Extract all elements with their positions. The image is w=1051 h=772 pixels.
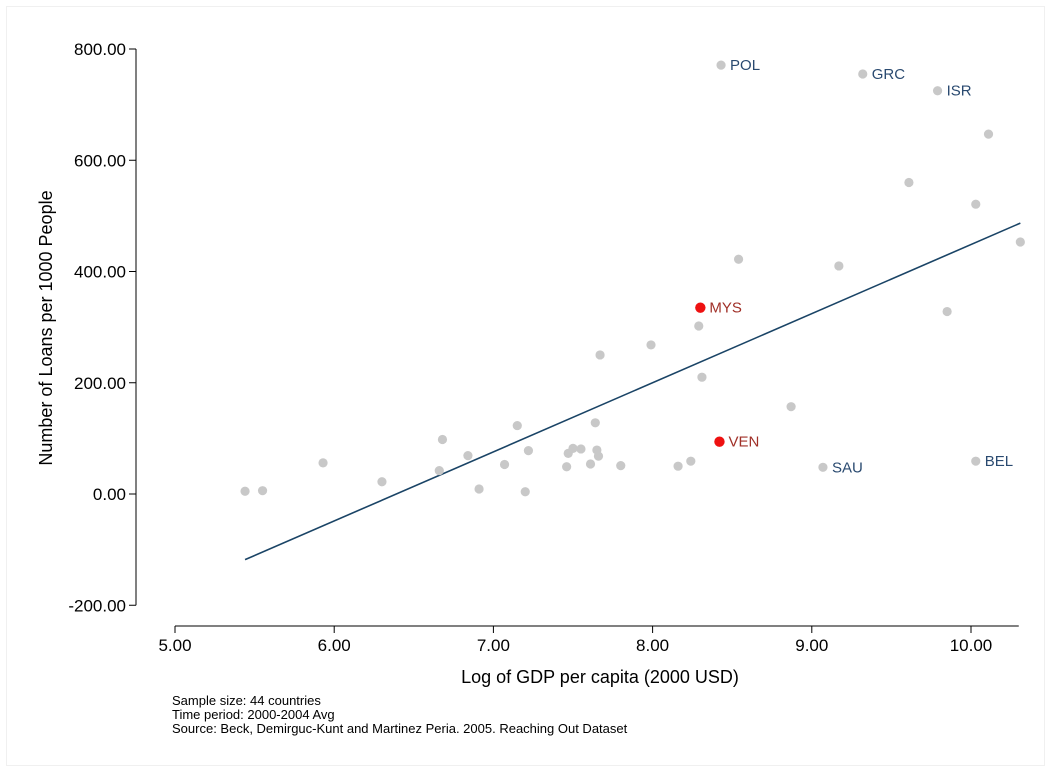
data-point (562, 462, 572, 472)
fit-line (244, 222, 1021, 561)
fit-line-group (244, 222, 1021, 561)
point-label-bel: BEL (985, 453, 1013, 470)
x-tick-label: 7.00 (477, 636, 510, 655)
x-tick-label: 8.00 (636, 636, 669, 655)
point-labels-group: POL GRC ISR SAU BEL MYS VEN (709, 57, 1013, 476)
point-label-grc: GRC (872, 66, 906, 83)
data-point (786, 402, 796, 412)
x-tick-label: 5.00 (158, 636, 191, 655)
data-point (257, 486, 268, 496)
chart-frame (6, 6, 1045, 766)
data-point (434, 466, 444, 476)
x-tick-label: 6.00 (318, 636, 351, 655)
data-point (499, 459, 510, 470)
point-label-pol: POL (730, 57, 760, 74)
data-point (697, 372, 707, 382)
x-axis-title: Log of GDP per capita (2000 USD) (461, 667, 739, 687)
data-point (971, 199, 981, 209)
x-tick-label: 9.00 (795, 636, 828, 655)
data-point (694, 321, 704, 331)
data-point (716, 60, 726, 70)
data-point (858, 69, 868, 79)
data-point (318, 458, 328, 468)
points-group (240, 60, 1025, 497)
data-point (673, 461, 683, 471)
point-label-ven: VEN (728, 434, 759, 451)
data-point (463, 451, 473, 461)
point-label-mys: MYS (709, 300, 742, 317)
data-point (523, 446, 534, 456)
y-tick-label: 400.00 (74, 263, 126, 282)
data-point (904, 177, 914, 188)
data-point (686, 456, 696, 466)
data-point (520, 487, 530, 497)
note-source: Source: Beck, Demirguc-Kunt and Martinez… (172, 721, 628, 736)
data-point (646, 340, 656, 350)
y-tick-label: 600.00 (74, 151, 126, 170)
x-tick-label: 10.00 (950, 636, 993, 655)
data-point (568, 443, 578, 453)
y-tick-label: 200.00 (74, 374, 126, 393)
data-point (512, 420, 522, 431)
data-point (240, 486, 250, 496)
data-point (576, 444, 586, 454)
y-axis-title: Number of Loans per 1000 People (36, 190, 56, 465)
note-sample-size: Sample size: 44 countries (172, 693, 321, 708)
data-point (595, 350, 605, 360)
chart-notes: Sample size: 44 countries Time period: 2… (172, 694, 627, 736)
point-label-sau: SAU (832, 459, 863, 476)
data-point (437, 434, 448, 445)
y-tick-label: 800.00 (74, 40, 126, 59)
axes: -200.00 0.00 200.00 400.00 600.00 800.00 5.00 6… (68, 40, 1019, 655)
data-point (590, 418, 600, 428)
note-time-period: Time period: 2000-2004 Avg (172, 707, 335, 722)
point-label-isr: ISR (947, 83, 972, 100)
data-point (942, 306, 952, 317)
data-point (474, 484, 484, 494)
data-point (377, 477, 387, 487)
data-point (585, 459, 596, 469)
highlight-point (695, 302, 706, 313)
data-point (593, 451, 604, 461)
y-tick-label: -200.00 (68, 596, 126, 615)
data-point (983, 129, 994, 139)
data-point (971, 456, 981, 466)
y-tick-label: 0.00 (93, 485, 126, 504)
data-point (1015, 237, 1025, 247)
data-point (733, 254, 744, 264)
highlight-point (714, 436, 725, 447)
data-point (616, 461, 626, 471)
data-point (834, 261, 844, 271)
data-point (932, 86, 943, 96)
data-point (818, 462, 828, 472)
